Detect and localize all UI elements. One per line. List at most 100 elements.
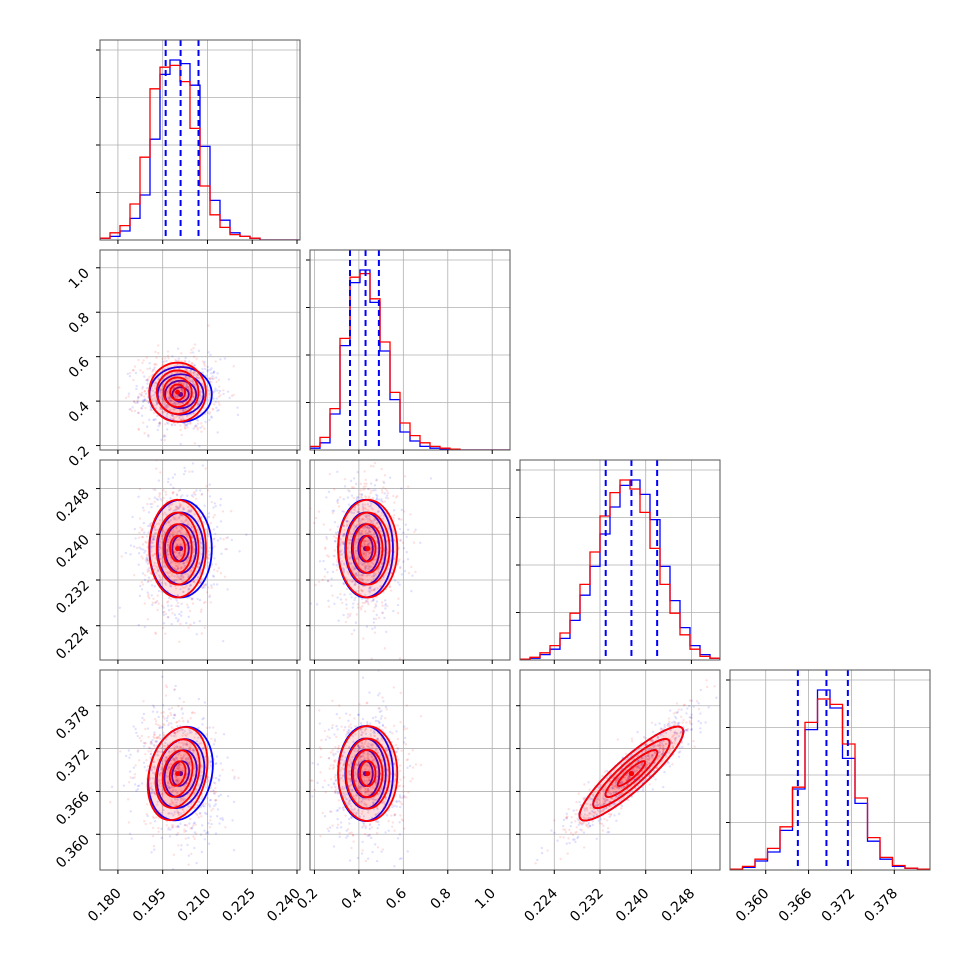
scatter-point <box>178 612 181 616</box>
scatter-point <box>147 401 150 404</box>
scatter-point <box>145 560 148 564</box>
scatter-point <box>199 541 203 544</box>
scatter-point <box>198 561 201 564</box>
scatter-point <box>168 534 171 538</box>
scatter-point <box>168 375 171 378</box>
scatter-point <box>170 548 174 551</box>
scatter-point <box>214 505 217 508</box>
scatter-point <box>373 626 377 629</box>
scatter-point <box>376 494 379 498</box>
scatter-point <box>146 580 150 584</box>
scatter-point <box>192 566 195 570</box>
scatter-point <box>131 368 135 372</box>
scatter-point <box>163 438 166 442</box>
scatter-point <box>360 494 363 497</box>
scatter-point <box>172 517 175 520</box>
scatter-point <box>384 496 388 499</box>
scatter-point <box>172 551 176 554</box>
scatter-point <box>214 360 217 363</box>
scatter-point <box>144 741 147 745</box>
scatter-point <box>146 568 149 572</box>
scatter-point <box>171 492 175 495</box>
scatter-point <box>185 554 188 558</box>
scatter-point <box>172 486 175 490</box>
scatter-point <box>210 822 213 826</box>
scatter-point <box>193 425 197 429</box>
scatter-point <box>186 523 189 527</box>
scatter-point <box>328 767 331 770</box>
scatter-point <box>330 584 333 588</box>
scatter-point <box>192 580 195 584</box>
scatter-point <box>159 387 162 390</box>
histogram-blue <box>730 689 930 870</box>
scatter-point <box>195 489 198 492</box>
scatter-point <box>393 501 396 504</box>
scatter-point <box>200 492 204 496</box>
scatter-point <box>175 526 178 529</box>
scatter-point <box>383 500 387 503</box>
scatter-point <box>383 647 387 650</box>
scatter-point <box>128 371 132 375</box>
scatter-point <box>201 718 204 721</box>
scatter-point <box>180 393 184 396</box>
scatter-point <box>154 387 157 390</box>
scatter-point <box>208 377 212 381</box>
scatter-point <box>343 510 346 513</box>
scatter-point <box>181 365 184 369</box>
scatter-point <box>132 545 136 548</box>
scatter-point <box>384 604 387 607</box>
scatter-point <box>166 407 169 410</box>
scatter-point <box>379 514 382 517</box>
scatter-point <box>151 369 155 372</box>
scatter-point <box>369 482 373 485</box>
scatter-point <box>196 426 199 429</box>
scatter-point <box>193 363 196 367</box>
scatter-point <box>375 551 379 554</box>
scatter-point <box>200 386 203 389</box>
scatter-point <box>166 556 170 560</box>
scatter-point <box>212 743 216 746</box>
scatter-point <box>342 808 345 812</box>
scatter-point <box>134 401 137 405</box>
scatter-point <box>168 835 172 838</box>
scatter-point <box>189 583 193 586</box>
scatter-point <box>153 528 156 532</box>
scatter-point <box>400 749 403 752</box>
scatter-point <box>164 405 167 408</box>
scatter-point <box>172 853 176 857</box>
scatter-point <box>192 621 196 625</box>
scatter-point <box>203 367 207 371</box>
scatter-point <box>209 521 213 525</box>
scatter-point <box>203 360 206 364</box>
scatter-point <box>167 397 171 400</box>
scatter-point <box>163 435 167 438</box>
scatter-point <box>356 510 359 514</box>
scatter-point <box>166 550 169 554</box>
scatter-point <box>366 539 369 543</box>
scatter-point <box>129 544 133 547</box>
scatter-point <box>146 382 149 385</box>
scatter-point <box>356 606 360 609</box>
scatter-point <box>363 525 367 529</box>
scatter-point <box>164 632 167 635</box>
scatter-point <box>355 572 358 575</box>
scatter-point <box>181 549 185 552</box>
scatter-point <box>209 790 213 793</box>
scatter-point <box>165 540 169 544</box>
scatter-point <box>373 461 377 465</box>
scatter-point <box>150 545 154 548</box>
scatter-point <box>184 356 187 360</box>
scatter-point <box>155 522 159 526</box>
scatter-point <box>339 592 342 596</box>
scatter-point <box>339 538 343 541</box>
scatter-point <box>367 555 370 558</box>
scatter-point <box>185 423 188 427</box>
scatter-point <box>151 577 155 581</box>
scatter-point <box>168 396 171 399</box>
tick-label-y: 0.248 <box>53 486 93 526</box>
scatter-point <box>365 720 369 724</box>
scatter-point <box>210 391 214 394</box>
scatter-point <box>402 456 404 458</box>
scatter-point <box>162 496 165 500</box>
scatter-point <box>356 553 359 556</box>
